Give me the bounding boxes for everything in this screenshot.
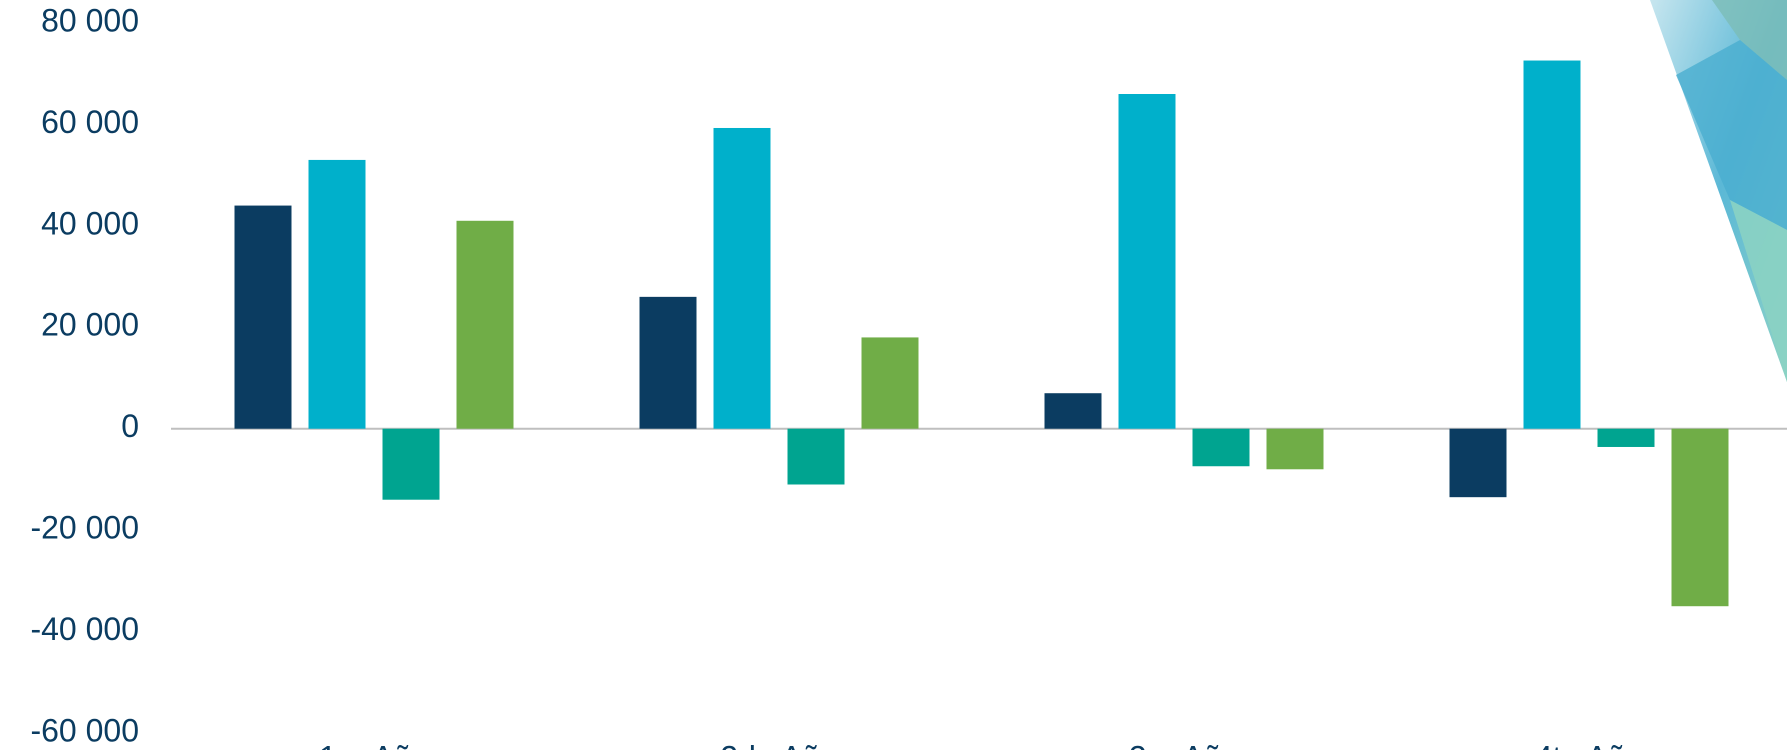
bar — [456, 220, 514, 429]
y-tick-label: -20 000 — [30, 510, 139, 546]
bar — [1523, 60, 1581, 429]
bar — [308, 159, 366, 429]
y-tick-label: 60 000 — [41, 104, 139, 140]
y-tick-label: -60 000 — [30, 712, 139, 748]
x-tick-label: 3er Año — [1129, 739, 1239, 750]
y-tick-label: 20 000 — [41, 307, 139, 343]
bar — [787, 428, 845, 485]
bar — [1597, 428, 1655, 447]
bar — [713, 127, 771, 429]
bar — [1671, 428, 1729, 607]
y-tick-label: 80 000 — [41, 2, 139, 38]
x-tick-label: 2do Año — [720, 739, 837, 750]
bar — [1118, 94, 1176, 429]
bar — [861, 337, 919, 429]
bar — [1192, 428, 1250, 467]
decoration — [1650, 0, 1787, 382]
bar — [234, 205, 292, 429]
x-tick-label: 1er Año — [319, 739, 429, 750]
y-tick-label: 40 000 — [41, 205, 139, 241]
bar — [1044, 393, 1102, 429]
bar — [639, 296, 697, 429]
y-tick-label: 0 — [121, 408, 139, 444]
x-tick-label: 4to Año — [1535, 739, 1644, 750]
y-tick-label: -40 000 — [30, 611, 139, 647]
bar — [382, 428, 440, 500]
bar — [1449, 428, 1507, 498]
bar — [1266, 428, 1324, 470]
